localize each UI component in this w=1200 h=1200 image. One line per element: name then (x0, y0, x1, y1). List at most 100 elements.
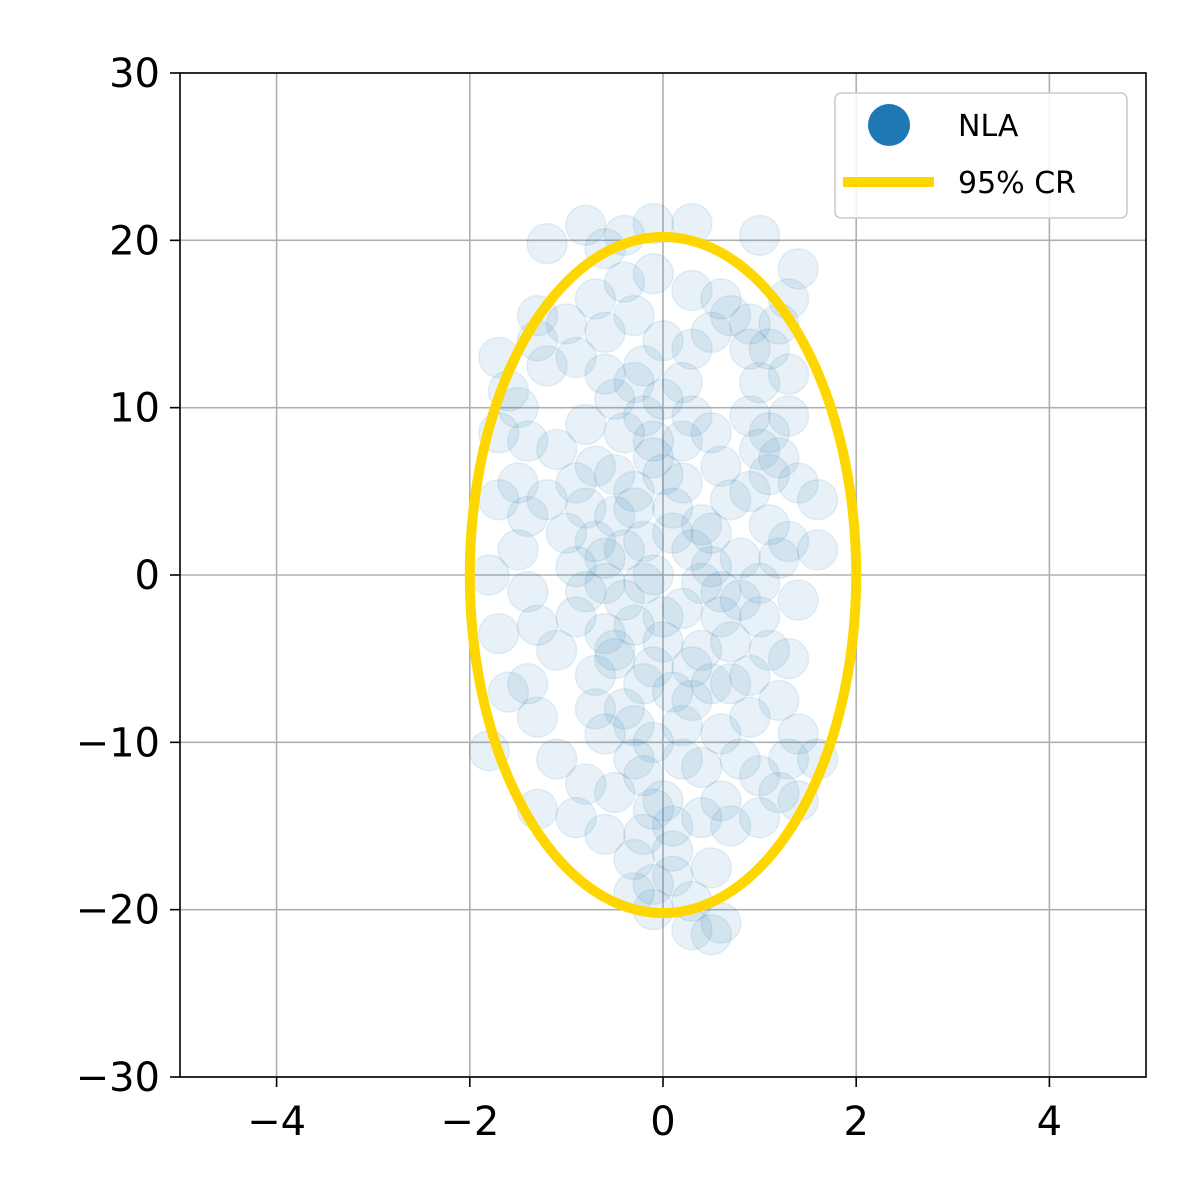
nla-point (622, 755, 665, 797)
nla-point (690, 663, 733, 705)
nla-point (555, 545, 597, 588)
nla-point (651, 512, 694, 554)
nla-point (555, 796, 597, 839)
x-tick-label: 2 (843, 1099, 868, 1145)
nla-point (584, 562, 626, 605)
nla-point (777, 462, 819, 504)
nla-point (758, 537, 800, 580)
nla-point (545, 303, 588, 345)
nla-point (632, 788, 675, 831)
nla-point (584, 353, 626, 395)
nla-point (680, 504, 723, 546)
nla-point (526, 478, 568, 521)
nla-point (545, 512, 588, 554)
nla-point (516, 696, 559, 738)
nla-point (632, 420, 675, 462)
nla-point (526, 345, 568, 387)
nla-point (767, 520, 810, 563)
nla-point (748, 412, 791, 454)
nla-point (555, 336, 597, 379)
x-axis: −4 −2 0 2 4 (247, 1077, 1062, 1145)
legend-nla-marker (868, 104, 910, 146)
nla-point (603, 688, 646, 730)
nla-point (661, 704, 704, 747)
x-tick-label: 0 (650, 1099, 675, 1145)
nla-point (593, 637, 636, 680)
nla-point (700, 570, 742, 613)
nla-point (661, 738, 704, 780)
nla-point (680, 796, 723, 839)
y-tick-label: 0 (135, 553, 160, 599)
nla-point (680, 746, 723, 789)
nla-point (758, 771, 800, 814)
nla-point (632, 646, 675, 688)
nla-point (622, 520, 665, 563)
nla-point (719, 738, 762, 780)
nla-point (729, 654, 771, 697)
nla-point (642, 378, 684, 421)
nla-point (622, 813, 665, 856)
nla-point (497, 529, 539, 571)
nla-point (709, 663, 752, 705)
nla-point (535, 738, 578, 780)
nla-point (478, 478, 520, 521)
nla-point (593, 378, 636, 421)
nla-point (564, 763, 607, 805)
nla-point (642, 596, 684, 638)
nla-point (574, 654, 617, 697)
nla-point (690, 412, 733, 454)
nla-point (758, 437, 800, 479)
nla-point (613, 704, 655, 747)
nla-point (651, 487, 694, 529)
nla-point (738, 428, 781, 471)
nla-point (709, 621, 752, 663)
nla-point (507, 663, 549, 705)
nla-point (767, 395, 810, 437)
nla-point (613, 838, 655, 881)
nla-point (613, 361, 655, 404)
nla-point (719, 579, 762, 621)
nla-point (700, 278, 742, 320)
nla-point (584, 612, 626, 655)
nla-point (613, 294, 655, 337)
nla-point (777, 248, 819, 290)
nla-point (603, 412, 646, 454)
nla-point (468, 554, 510, 596)
nla-point (603, 579, 646, 621)
nla-point (651, 805, 694, 847)
x-tick-label: 4 (1037, 1099, 1062, 1145)
y-axis: −30 −20 −10 0 10 20 30 (76, 51, 180, 1101)
nla-point (700, 713, 742, 755)
nla-point (564, 403, 607, 446)
nla-point (584, 311, 626, 354)
nla-point (671, 679, 713, 722)
nla-point (690, 512, 733, 554)
nla-point (738, 562, 781, 605)
nla-point (603, 529, 646, 571)
legend-nla-label: NLA (958, 109, 1019, 144)
nla-point (593, 495, 636, 538)
nla-point (593, 771, 636, 814)
nla-point (671, 646, 713, 688)
nla-point (574, 688, 617, 730)
nla-point (651, 855, 694, 897)
nla-point (555, 596, 597, 638)
y-tick-label: 30 (109, 51, 160, 97)
y-tick-label: −20 (76, 888, 160, 934)
nla-point (507, 570, 549, 613)
nla-point (729, 470, 771, 513)
nla-point (651, 671, 694, 713)
legend: NLA 95% CR (834, 92, 1128, 219)
nla-point (584, 537, 626, 580)
nla-point (738, 361, 781, 404)
nla-point (690, 914, 733, 956)
nla-point (796, 529, 839, 571)
nla-point (535, 629, 578, 672)
nla-point (777, 579, 819, 621)
nla-point (613, 487, 655, 529)
nla-point (516, 604, 559, 646)
nla-point (661, 462, 704, 504)
nla-point (593, 453, 636, 496)
nla-point (738, 596, 781, 638)
nla-point (767, 353, 810, 395)
